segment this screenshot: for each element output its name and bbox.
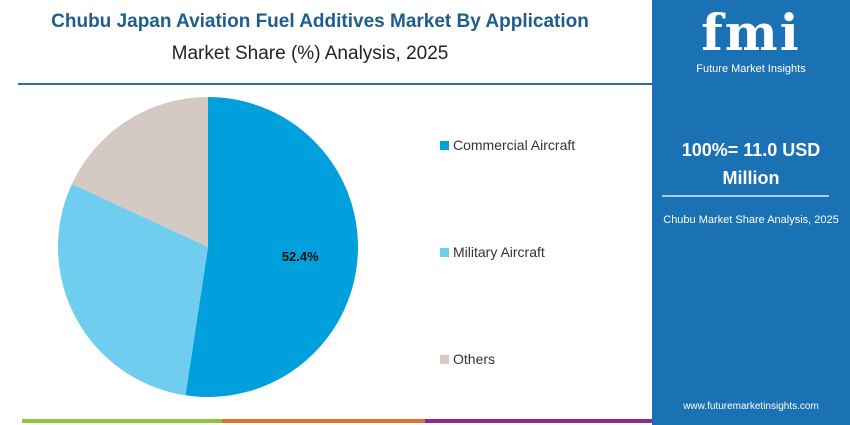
market-total: 100%= 11.0 USD Million (681, 140, 821, 188)
title-divider (18, 83, 658, 85)
footer-bar-orange (222, 419, 425, 423)
logo-subtitle: Future Market Insights (696, 63, 806, 75)
website-link[interactable]: www.futuremarketinsights.com (683, 401, 819, 412)
footer-bar-green (22, 419, 222, 423)
panel-divider (662, 195, 829, 197)
legend-label: Others (453, 351, 496, 367)
pie-slice-commercial-aircraft (185, 97, 359, 397)
footer-bar-purple (425, 419, 652, 423)
pie-slice-others (71, 97, 208, 247)
fmi-logo: fmi Future Market Insights (652, 6, 850, 76)
chart-title: Chubu Japan Aviation Fuel Additives Mark… (51, 11, 589, 32)
legend-swatch (440, 247, 449, 257)
pie-slice-military-aircraft (57, 183, 209, 396)
logo-text: fmi (701, 3, 801, 62)
legend-item-others: Others (440, 351, 495, 367)
data-label: 52.4% (282, 249, 319, 264)
legend-swatch (440, 354, 449, 364)
pie-chart: 52.4% (57, 97, 359, 397)
legend-label: Military Aircraft (453, 244, 545, 260)
legend-item-military-aircraft: Military Aircraft (440, 244, 545, 260)
legend-swatch (440, 140, 449, 150)
info-panel: fmi Future Market Insights 100%= 11.0 US… (652, 0, 850, 425)
chart-subtitle: Market Share (%) Analysis, 2025 (171, 43, 449, 64)
legend-item-commercial-aircraft: Commercial Aircraft (440, 137, 575, 153)
legend-label: Commercial Aircraft (453, 137, 576, 153)
panel-caption: Chubu Market Share Analysis, 2025 (663, 214, 839, 226)
